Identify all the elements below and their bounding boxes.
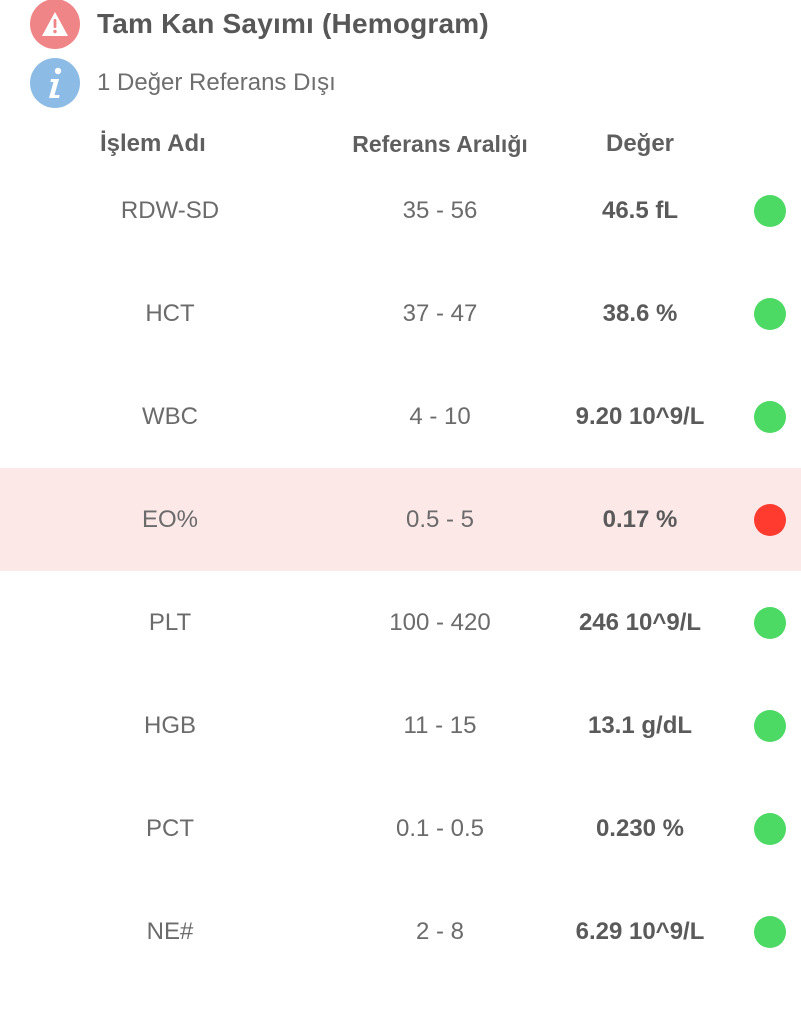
table-row[interactable]: HCT 37 - 47 38.6 % bbox=[0, 262, 801, 365]
results-table: RDW-SD 35 - 56 46.5 fL HCT 37 - 47 38.6 % WBC 4… bbox=[0, 159, 801, 983]
table-row[interactable]: PLT 100 - 420 246 10^9/L bbox=[0, 571, 801, 674]
table-row[interactable]: EO% 0.5 - 5 0.17 % bbox=[0, 468, 801, 571]
test-name: NE# bbox=[146, 918, 194, 945]
table-row[interactable]: RDW-SD 35 - 56 46.5 fL bbox=[0, 159, 801, 262]
table-row[interactable]: WBC 4 - 10 9.20 10^9/L bbox=[0, 365, 801, 468]
section-title: Tam Kan Sayımı (Hemogram) bbox=[97, 8, 489, 39]
column-header-name: İşlem Adı bbox=[100, 130, 206, 157]
test-name: WBC bbox=[142, 403, 198, 430]
test-name: HCT bbox=[145, 300, 195, 327]
status-ok-icon bbox=[754, 195, 786, 227]
result-value: 13.1 g/dL bbox=[587, 712, 693, 739]
result-value: 38.6 % bbox=[602, 300, 678, 327]
result-value: 6.29 10^9/L bbox=[575, 918, 705, 945]
reference-range: 37 - 47 bbox=[402, 300, 478, 327]
test-name: HGB bbox=[143, 712, 196, 739]
status-ok-icon bbox=[754, 710, 786, 742]
status-ok-icon bbox=[754, 401, 786, 433]
reference-range: 0.1 - 0.5 bbox=[395, 815, 485, 842]
reference-range: 100 - 420 bbox=[389, 609, 491, 636]
section-header: Tam Kan Sayımı (Hemogram) bbox=[30, 0, 489, 49]
out-of-range-summary: 1 Değer Referans Dışı bbox=[30, 58, 336, 108]
status-ok-icon bbox=[754, 607, 786, 639]
test-name: PCT bbox=[146, 815, 194, 842]
result-value: 0.230 % bbox=[595, 815, 685, 842]
status-alert-icon bbox=[754, 504, 786, 536]
status-ok-icon bbox=[754, 813, 786, 845]
warning-icon bbox=[30, 0, 80, 49]
test-name: EO% bbox=[141, 506, 198, 533]
table-row[interactable]: HGB 11 - 15 13.1 g/dL bbox=[0, 674, 801, 777]
table-row[interactable]: PCT 0.1 - 0.5 0.230 % bbox=[0, 777, 801, 880]
reference-range: 0.5 - 5 bbox=[405, 506, 475, 533]
result-value: 0.17 % bbox=[602, 506, 678, 533]
test-name: RDW-SD bbox=[120, 197, 220, 224]
column-header-reference: Referans Aralığı bbox=[352, 131, 528, 157]
result-value: 9.20 10^9/L bbox=[575, 403, 705, 430]
table-header: İşlem Adı Referans Aralığı Değer bbox=[0, 120, 801, 168]
reference-range: 4 - 10 bbox=[409, 403, 471, 430]
reference-range: 35 - 56 bbox=[402, 197, 478, 224]
info-icon bbox=[30, 58, 80, 108]
result-value: 246 10^9/L bbox=[578, 609, 702, 636]
column-header-value: Değer bbox=[605, 130, 675, 157]
status-ok-icon bbox=[754, 298, 786, 330]
test-name: PLT bbox=[148, 609, 192, 636]
reference-range: 2 - 8 bbox=[415, 918, 465, 945]
reference-range: 11 - 15 bbox=[403, 712, 477, 739]
result-value: 46.5 fL bbox=[601, 197, 679, 224]
table-row[interactable]: NE# 2 - 8 6.29 10^9/L bbox=[0, 880, 801, 983]
status-ok-icon bbox=[754, 916, 786, 948]
out-of-range-count-text: 1 Değer Referans Dışı bbox=[97, 69, 336, 96]
